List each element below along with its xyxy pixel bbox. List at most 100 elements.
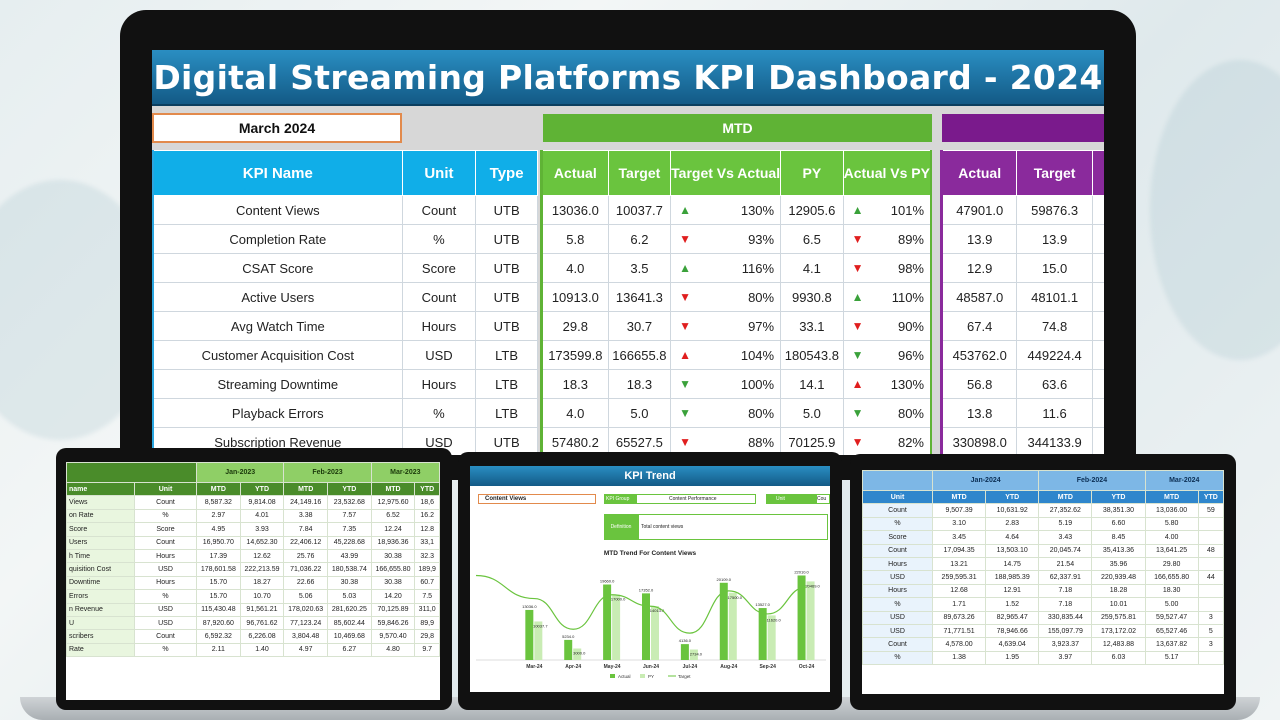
kpi-name-cell: Completion Rate	[152, 224, 403, 254]
arrow-down-icon: ▼	[679, 232, 692, 246]
kpi-name-header: KPI Name	[152, 150, 403, 196]
sheet-cell: 70,125.89	[370, 602, 416, 617]
sheet3-cell	[1197, 516, 1224, 532]
actual-label: 13527.0	[755, 602, 770, 607]
mtd-actual-cell: 13036.0	[541, 195, 609, 225]
sheet-cell: 12.24	[370, 522, 416, 537]
month-header-3: Mar-2023	[370, 462, 440, 483]
sheet3-cell: 259,595.31	[931, 570, 987, 585]
percent-value: 88%	[748, 434, 775, 450]
sheet-cell: USD	[134, 615, 197, 631]
sheet3-cell: 18.28	[1091, 583, 1146, 599]
sheet-cell: Count	[134, 535, 197, 550]
sheet-cell: 222,213.59	[239, 562, 285, 577]
sheet3-cell: 259,575.81	[1091, 610, 1146, 625]
sheet-row: Users Count 16,950.70 14,652.30 22,406.12 45,…	[66, 535, 440, 550]
ytd-extra-cell	[1091, 369, 1104, 399]
unit-cell: %	[401, 224, 477, 254]
sheet-cell: 7.84	[283, 522, 329, 537]
unit-cell: Hours	[401, 311, 477, 341]
arrow-up-icon: ▲	[851, 290, 864, 304]
month3-header-1: Jan-2024	[931, 470, 1040, 491]
ytd-target-cell: 15.0	[1016, 253, 1093, 283]
legend-label: Actual	[618, 674, 631, 679]
trend-chart: 13036.0 10037.7 Mar-24 5234.0 3000.0 Apr-24 19…	[475, 569, 826, 679]
sheet3-cell: 10,631.92	[985, 503, 1040, 518]
mtd-target-cell: 13641.3	[607, 282, 672, 312]
sub3-mtd-1: MTD	[931, 489, 987, 505]
ytd-actual-cell: 13.8	[940, 398, 1018, 428]
target-line	[475, 574, 807, 634]
sheet3-cell: 3.45	[931, 530, 987, 545]
month-selector[interactable]: March 2024	[152, 113, 402, 143]
mtd-py-cell: 4.1	[780, 253, 844, 283]
sheet-cell: 43.99	[327, 548, 372, 564]
ytd-target-cell: 11.6	[1016, 398, 1093, 428]
sheet3-cell: 35,413.36	[1091, 543, 1146, 558]
mtd-tva-cell: ▼ 93%	[670, 224, 782, 254]
py-label: 11620.0	[767, 617, 782, 622]
kpi-name-cell: Customer Acquisition Cost	[152, 340, 403, 370]
ytd-actual-header: Actual	[940, 150, 1018, 196]
x-tick-label: Jun-24	[643, 664, 659, 670]
kpi-group-value: Content Performance	[636, 494, 756, 504]
percent-value: 98%	[897, 260, 924, 276]
arrow-up-icon: ▲	[851, 203, 864, 217]
mtd-avp-cell: ▼ 96%	[842, 340, 932, 370]
sheet-cell: 9,814.08	[239, 495, 285, 510]
type-cell: UTB	[475, 311, 538, 341]
sheet-cell: 115,430.48	[196, 602, 241, 617]
percent-value: 82%	[897, 434, 924, 450]
sheet-cell: 85,602.44	[327, 615, 372, 631]
sheet-cell: Errors	[66, 589, 135, 604]
arrow-down-icon: ▼	[679, 435, 692, 449]
sheet-cell: 6.52	[370, 508, 416, 524]
kpi-row: CSAT Score Score UTB	[152, 253, 538, 283]
unit-cell: Count	[401, 195, 477, 225]
mtd-actual-cell: 4.0	[541, 253, 609, 283]
sheet-corner	[66, 462, 197, 483]
sheet3-corner	[862, 470, 933, 491]
sheet3-row: USD 71,771.51 78,946.66 155,097.79 173,172.0…	[862, 623, 1224, 639]
sheet-cell: USD	[134, 562, 197, 577]
sheet3-cell: 3	[1197, 637, 1224, 652]
chart-title: MTD Trend For Content Views	[603, 550, 697, 557]
sheet3-cell: 166,655.80	[1144, 570, 1199, 585]
sheet-cell: scribers	[66, 629, 135, 644]
ytd-row: 48587.0 48101.1	[940, 282, 1104, 312]
ytd-row: 13.8 11.6	[940, 398, 1104, 428]
unit-cell: Score	[401, 253, 477, 283]
sheet-cell: 22.66	[283, 575, 329, 591]
ytd-target-cell: 48101.1	[1016, 282, 1093, 312]
sheet-cell: on Rate	[66, 508, 135, 524]
sub3-ytd-3: YTD	[1197, 489, 1224, 505]
mtd-actual-cell: 173599.8	[541, 340, 609, 370]
type-header: Type	[475, 150, 538, 196]
sheet-cell: 4.97	[283, 642, 329, 658]
mtd-target-header: Target	[607, 150, 672, 196]
sheet3-cell: Score	[862, 530, 933, 545]
sheet3-cell: 2.83	[985, 516, 1040, 532]
mtd-py-cell: 9930.8	[780, 282, 844, 312]
sheet-cell: 10.70	[239, 589, 285, 604]
legend-label: Target	[678, 674, 691, 679]
mtd-tva-cell: ▼ 100%	[670, 369, 782, 399]
mtd-actual-cell: 4.0	[541, 398, 609, 428]
sheet-cell: 45,228.68	[327, 535, 372, 550]
sub-mtd-3: MTD	[370, 481, 416, 497]
sheet-cell: Score	[66, 522, 135, 537]
ytd-extra-header	[1091, 150, 1104, 196]
mtd-target-cell: 5.0	[607, 398, 672, 428]
actual-bar	[719, 582, 728, 660]
sheet3-cell: 5	[1197, 623, 1224, 639]
py-label: 17000.0	[611, 597, 626, 602]
ytd-row: 330898.0 344133.9	[940, 427, 1104, 455]
mtd-tva-cell: ▲ 130%	[670, 195, 782, 225]
sheet3-cell: 1.52	[985, 597, 1040, 612]
percent-value: 130%	[890, 376, 924, 392]
sheet-row: Errors% 15.70 10.70 5.06 5.03 14.20 7.5	[66, 589, 440, 604]
percent-value: 116%	[741, 260, 775, 276]
ytd-target-cell: 344133.9	[1016, 427, 1093, 455]
kpi-select[interactable]: Content Views	[478, 494, 596, 504]
sheet-cell: USD	[134, 602, 197, 617]
